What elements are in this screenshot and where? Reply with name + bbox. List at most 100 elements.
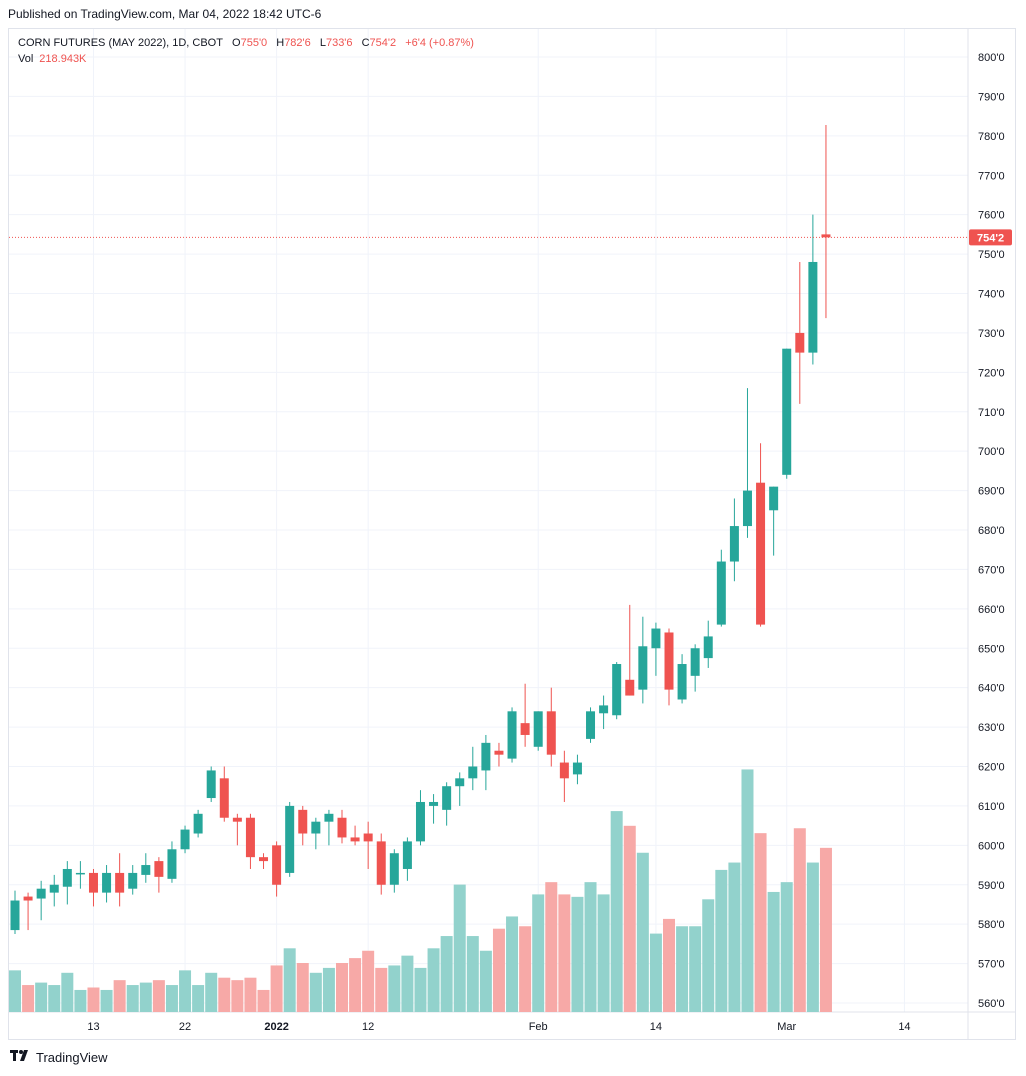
candle-body xyxy=(206,770,216,799)
volume-bar xyxy=(322,967,335,1012)
volume-bar xyxy=(113,980,126,1012)
candle-body xyxy=(298,809,308,834)
volume-bar xyxy=(597,894,610,1012)
y-tick-label: 790'0 xyxy=(978,91,1005,103)
volume-bar xyxy=(9,970,21,1012)
candle-body xyxy=(703,636,713,659)
x-tick-label: 2022 xyxy=(264,1021,288,1033)
legend-volume-value: 218.943K xyxy=(39,53,87,65)
candle-body xyxy=(546,711,556,755)
volume-bar xyxy=(558,894,571,1012)
candle-body xyxy=(821,234,831,238)
legend-change: +6'4 (+0.87%) xyxy=(405,37,474,49)
candle-body xyxy=(769,486,779,511)
candle-body xyxy=(141,865,151,875)
candle-body xyxy=(716,561,726,625)
x-tick-label: 22 xyxy=(179,1021,191,1033)
candle-body xyxy=(180,829,190,850)
volume-bar xyxy=(767,891,780,1012)
volume-bar xyxy=(623,825,636,1012)
volume-bar xyxy=(453,884,466,1012)
volume-bar xyxy=(349,958,362,1012)
footer[interactable]: TradingView xyxy=(10,1050,108,1065)
volume-bar xyxy=(244,977,257,1012)
candle-body xyxy=(756,482,766,625)
candle-body xyxy=(324,813,334,822)
candle-body xyxy=(376,841,386,885)
legend-high-value: 782'6 xyxy=(284,37,311,49)
candle-body xyxy=(49,884,59,893)
volume-bar xyxy=(780,882,793,1012)
y-tick-label: 800'0 xyxy=(978,52,1005,64)
volume-bar xyxy=(309,972,322,1012)
volume-bar xyxy=(296,963,309,1012)
chart-frame xyxy=(8,28,1016,1040)
candle-body xyxy=(363,833,373,842)
y-tick-label: 760'0 xyxy=(978,210,1005,222)
y-tick-label: 600'0 xyxy=(978,840,1005,852)
candle-body xyxy=(337,817,347,838)
volume-bar xyxy=(48,985,61,1012)
volume-bar xyxy=(479,950,492,1012)
y-tick-label: 660'0 xyxy=(978,604,1005,616)
y-tick-label: 770'0 xyxy=(978,170,1005,182)
volume-bar xyxy=(819,847,832,1012)
y-tick-label: 640'0 xyxy=(978,683,1005,695)
volume-bar xyxy=(336,963,348,1012)
legend-open-value: 755'0 xyxy=(240,37,268,49)
y-tick-label: 750'0 xyxy=(978,249,1005,261)
volume-bar xyxy=(545,882,558,1012)
volume-bar xyxy=(74,989,87,1012)
candle-body xyxy=(494,750,504,755)
candle-body xyxy=(481,742,491,771)
volume-bar xyxy=(806,862,819,1012)
legend-close-label: C xyxy=(361,37,370,49)
candle-body xyxy=(36,888,46,899)
volume-bar xyxy=(283,948,296,1012)
candle-body xyxy=(625,679,635,696)
candle-body xyxy=(154,861,164,877)
x-tick-label: 14 xyxy=(898,1021,910,1033)
volume-bar xyxy=(676,926,689,1012)
candle-body xyxy=(690,648,700,676)
y-tick-label: 670'0 xyxy=(978,564,1005,576)
volume-bar xyxy=(793,828,806,1012)
legend-volume-label: Vol xyxy=(18,53,34,65)
y-tick-label: 570'0 xyxy=(978,959,1005,971)
candle-body xyxy=(285,805,295,873)
volume-bar xyxy=(440,936,453,1012)
volume-bar xyxy=(728,862,741,1012)
legend-low-label: L xyxy=(319,37,326,49)
x-tick-label: Feb xyxy=(529,1021,548,1033)
volume-bar xyxy=(192,985,205,1012)
y-tick-label: 590'0 xyxy=(978,880,1005,892)
brand-name: TradingView xyxy=(36,1050,108,1065)
volume-bar xyxy=(702,899,715,1012)
volume-bar xyxy=(100,989,113,1012)
chart-legend: CORN FUTURES (MAY 2022), 1D, CBOT O755'0… xyxy=(18,35,474,67)
y-tick-label: 560'0 xyxy=(978,998,1005,1010)
y-tick-label: 620'0 xyxy=(978,762,1005,774)
volume-bar xyxy=(257,989,270,1012)
legend-open-label: O xyxy=(232,37,241,49)
volume-bar xyxy=(414,967,427,1012)
volume-bar xyxy=(401,955,414,1012)
legend-close-value: 754'2 xyxy=(369,37,397,49)
volume-bar xyxy=(270,965,283,1012)
volume-bar xyxy=(492,928,505,1012)
candle-body xyxy=(272,845,282,885)
candle-body xyxy=(415,801,425,842)
y-tick-label: 650'0 xyxy=(978,643,1005,655)
volume-bar xyxy=(231,980,244,1012)
candle-body xyxy=(520,723,530,735)
x-tick-label: 12 xyxy=(362,1021,374,1033)
volume-bar xyxy=(179,970,192,1012)
y-tick-label: 700'0 xyxy=(978,446,1005,458)
candle-body xyxy=(808,261,818,353)
volume-bar xyxy=(519,926,532,1012)
volume-bar xyxy=(754,833,767,1012)
candle-body xyxy=(586,711,596,739)
candle-body xyxy=(102,872,112,893)
volume-bar xyxy=(610,811,623,1012)
